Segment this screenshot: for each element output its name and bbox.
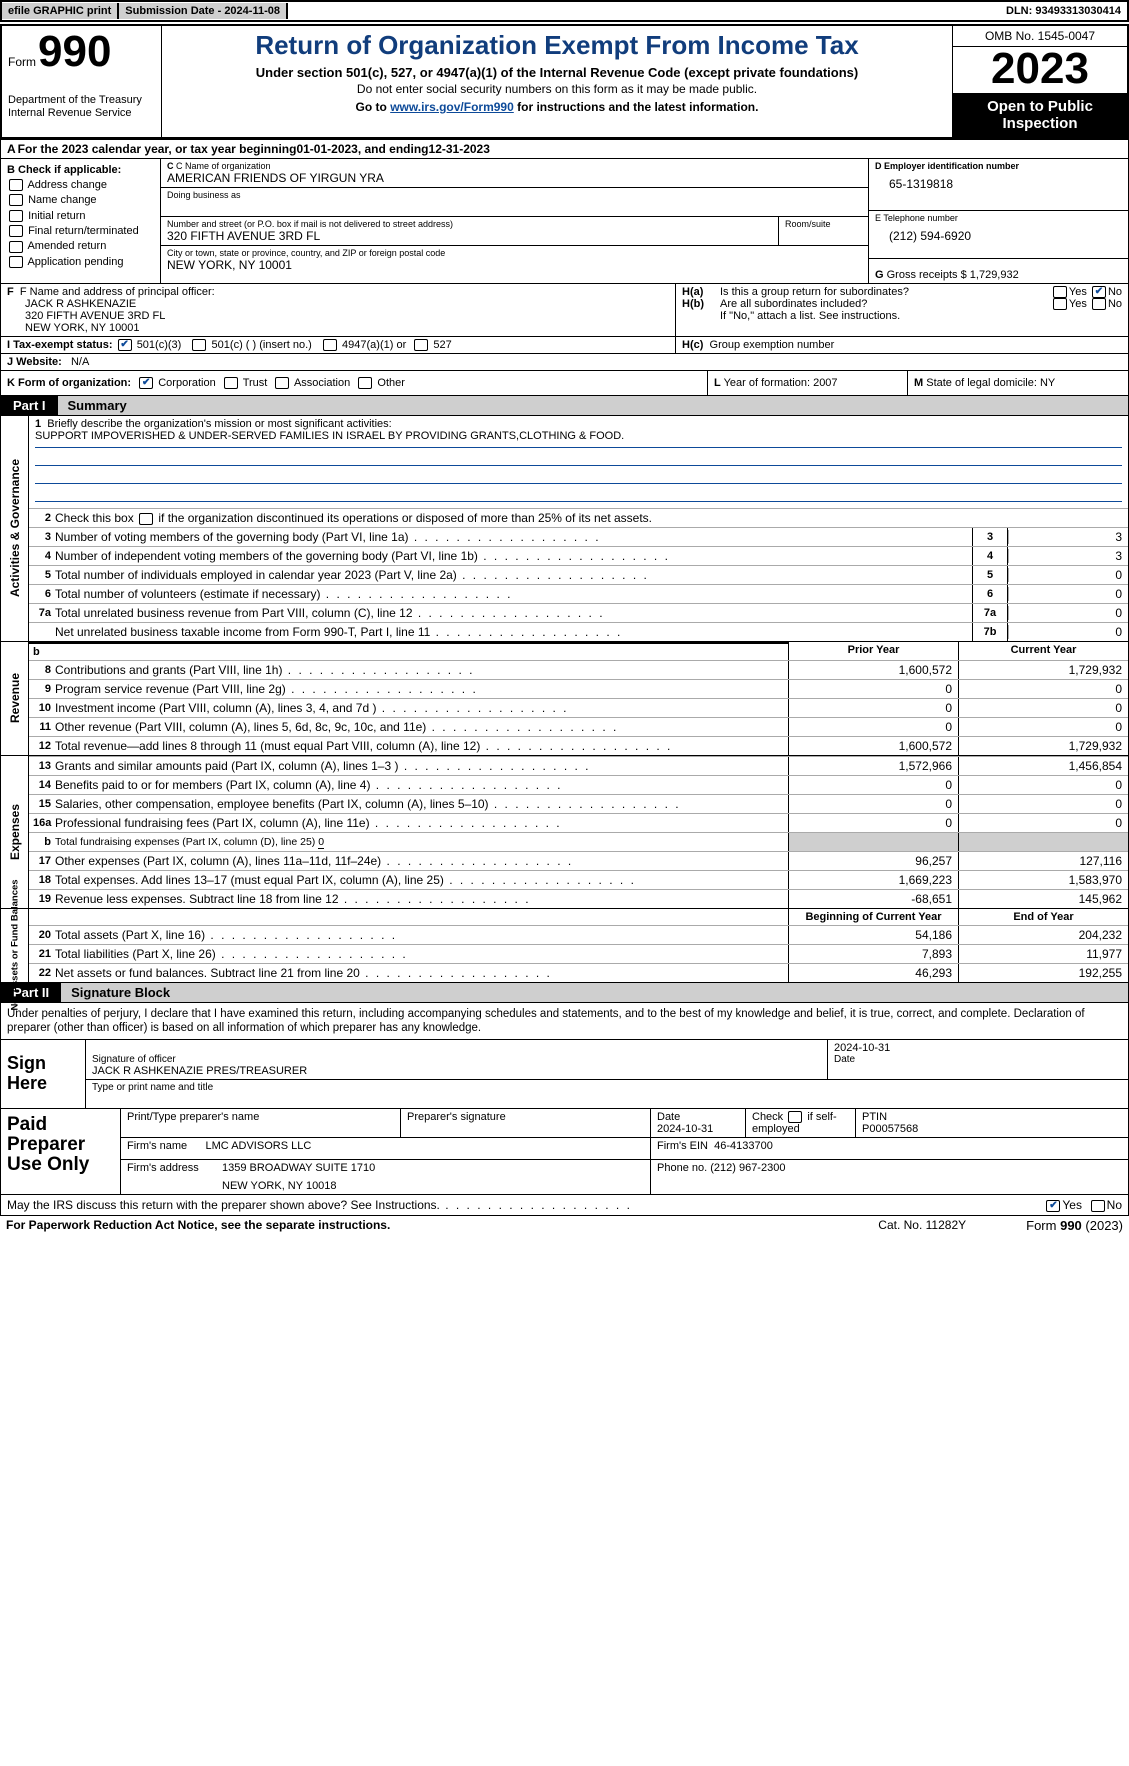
line-8: 8 Contributions and grants (Part VIII, l… xyxy=(29,660,1128,679)
submission-date: Submission Date - 2024-11-08 xyxy=(119,3,288,19)
discuss-row: May the IRS discuss this return with the… xyxy=(0,1195,1129,1216)
org-address: 320 FIFTH AVENUE 3RD FL xyxy=(167,229,772,243)
line-7b: Net unrelated business taxable income fr… xyxy=(29,622,1128,641)
officer-name: JACK R ASHKENAZIE xyxy=(7,298,669,310)
open-to-public: Open to Public Inspection xyxy=(953,94,1127,137)
firm-ein: 46-4133700 xyxy=(714,1140,773,1152)
line-7a: 7a Total unrelated business revenue from… xyxy=(29,603,1128,622)
line-4: 4 Number of independent voting members o… xyxy=(29,546,1128,565)
col-c-org-info: C C Name of organization AMERICAN FRIEND… xyxy=(161,159,868,283)
form-header: Form 990 Department of the Treasury Inte… xyxy=(0,24,1129,139)
phone: (212) 594-6920 xyxy=(875,229,1122,243)
line-15: 15 Salaries, other compensation, employe… xyxy=(29,794,1128,813)
line-16b: b Total fundraising expenses (Part IX, c… xyxy=(29,832,1128,851)
col-b-check-applicable: B Check if applicable: Address change Na… xyxy=(1,159,161,283)
ptin: P00057568 xyxy=(862,1123,918,1135)
line-9: 9 Program service revenue (Part VIII, li… xyxy=(29,679,1128,698)
line-21: 21 Total liabilities (Part X, line 26) 7… xyxy=(29,944,1128,963)
org-city: NEW YORK, NY 10001 xyxy=(167,258,862,272)
line-1-mission: 1 Briefly describe the organization's mi… xyxy=(29,416,1128,502)
form-title: Return of Organization Exempt From Incom… xyxy=(170,30,944,61)
mission-text: SUPPORT IMPOVERISHED & UNDER-SERVED FAMI… xyxy=(35,430,1122,448)
line-2: 2 Check this box if the organization dis… xyxy=(29,508,1128,527)
form-instructions-link: Go to www.irs.gov/Form990 for instructio… xyxy=(170,100,944,114)
gross-receipts: 1,729,932 xyxy=(970,269,1019,281)
line-19: 19 Revenue less expenses. Subtract line … xyxy=(29,889,1128,908)
firm-name: LMC ADVISORS LLC xyxy=(206,1140,312,1152)
line-20: 20 Total assets (Part X, line 16) 54,186… xyxy=(29,925,1128,944)
line-5: 5 Total number of individuals employed i… xyxy=(29,565,1128,584)
form-ssn-warning: Do not enter social security numbers on … xyxy=(170,82,944,96)
top-bar: efile GRAPHIC print Submission Date - 20… xyxy=(0,0,1129,22)
line-18: 18 Total expenses. Add lines 13–17 (must… xyxy=(29,870,1128,889)
line-10: 10 Investment income (Part VIII, column … xyxy=(29,698,1128,717)
form-subtitle: Under section 501(c), 527, or 4947(a)(1)… xyxy=(170,65,944,80)
row-k-l-m: K Form of organization: Corporation Trus… xyxy=(0,371,1129,396)
paid-preparer-block: Paid Preparer Use Only Print/Type prepar… xyxy=(0,1109,1129,1195)
efile-label: efile GRAPHIC print xyxy=(2,3,119,19)
officer-signature: JACK R ASHKENAZIE PRES/TREASURER xyxy=(92,1065,821,1077)
activities-governance: Activities & Governance 1 Briefly descri… xyxy=(0,416,1129,642)
revenue-block: Revenue b Prior Year Current Year 8 Cont… xyxy=(0,642,1129,756)
part2-header: Part II Signature Block xyxy=(0,983,1129,1003)
line-16a: 16a Professional fundraising fees (Part … xyxy=(29,813,1128,832)
line-14: 14 Benefits paid to or for members (Part… xyxy=(29,775,1128,794)
firm-address-1: 1359 BROADWAY SUITE 1710 xyxy=(222,1162,375,1174)
netassets-block: Net Assets or Fund Balances Beginning of… xyxy=(0,909,1129,983)
tax-year: 2023 xyxy=(953,47,1127,94)
page-footer: For Paperwork Reduction Act Notice, see … xyxy=(0,1216,1129,1235)
perjury-statement: Under penalties of perjury, I declare th… xyxy=(0,1003,1129,1041)
main-info-block: B Check if applicable: Address change Na… xyxy=(0,159,1129,284)
firm-phone: (212) 967-2300 xyxy=(710,1162,785,1174)
row-i-hc: I Tax-exempt status: 501(c)(3) 501(c) ( … xyxy=(0,337,1129,354)
sign-here-block: Sign Here Signature of officer JACK R AS… xyxy=(0,1040,1129,1109)
line-3: 3 Number of voting members of the govern… xyxy=(29,527,1128,546)
dept-treasury: Department of the Treasury Internal Reve… xyxy=(8,94,155,119)
dln: DLN: 93493313030414 xyxy=(1000,3,1127,19)
line-22: 22 Net assets or fund balances. Subtract… xyxy=(29,963,1128,982)
ein: 65-1319818 xyxy=(875,177,1122,191)
part1-header: Part I Summary xyxy=(0,396,1129,416)
firm-address-2: NEW YORK, NY 10018 xyxy=(222,1180,375,1192)
form-number: Form 990 xyxy=(8,30,155,74)
line-17: 17 Other expenses (Part IX, column (A), … xyxy=(29,851,1128,870)
col-d-e-g: D Employer identification number 65-1319… xyxy=(868,159,1128,283)
row-j-website: J Website: N/A xyxy=(0,354,1129,371)
tax-year-row: A For the 2023 calendar year, or tax yea… xyxy=(0,139,1129,159)
website-value: N/A xyxy=(71,356,89,368)
irs-link[interactable]: www.irs.gov/Form990 xyxy=(390,100,514,114)
row-f-h: F F Name and address of principal office… xyxy=(0,284,1129,337)
line-12: 12 Total revenue—add lines 8 through 11 … xyxy=(29,736,1128,755)
expenses-block: Expenses 13 Grants and similar amounts p… xyxy=(0,756,1129,909)
org-name: AMERICAN FRIENDS OF YIRGUN YRA xyxy=(167,171,862,185)
line-13: 13 Grants and similar amounts paid (Part… xyxy=(29,756,1128,775)
line-6: 6 Total number of volunteers (estimate i… xyxy=(29,584,1128,603)
line-11: 11 Other revenue (Part VIII, column (A),… xyxy=(29,717,1128,736)
